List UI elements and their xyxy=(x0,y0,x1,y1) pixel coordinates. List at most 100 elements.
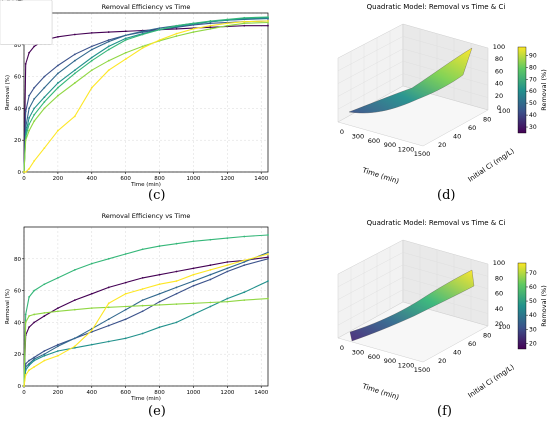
data-point xyxy=(56,354,59,357)
panel-label-e: (e) xyxy=(148,404,166,419)
z-tick-label: 80 xyxy=(495,55,503,63)
colorbar-tick-label: 80 xyxy=(529,64,537,71)
data-point xyxy=(141,45,144,48)
x-tick-label: 1500 xyxy=(414,150,431,158)
data-point xyxy=(226,237,229,240)
data-point xyxy=(43,86,46,89)
x-tick-label: 1200 xyxy=(220,390,234,396)
x-tick-label: 1500 xyxy=(414,366,431,374)
data-point xyxy=(192,313,195,316)
data-point xyxy=(107,39,110,41)
x-tick-label: 400 xyxy=(87,176,98,182)
data-point xyxy=(107,318,110,321)
data-point xyxy=(158,27,161,30)
data-point xyxy=(90,86,93,89)
data-point xyxy=(141,299,144,302)
data-point xyxy=(267,251,269,254)
data-point xyxy=(73,346,76,349)
data-point xyxy=(124,281,127,284)
data-point xyxy=(124,37,127,40)
data-point xyxy=(107,48,110,51)
chart-title: Quadratic Model: Removal vs Time & Ci xyxy=(367,3,506,11)
data-point xyxy=(226,18,229,21)
series-line-2 xyxy=(23,258,269,387)
data-point xyxy=(43,359,46,362)
legend-label: Ci = 15 mg/L xyxy=(0,0,24,1)
data-point xyxy=(209,238,212,241)
x-axis-label: Time (min) xyxy=(360,382,400,402)
data-point xyxy=(107,45,110,48)
data-point xyxy=(267,256,269,259)
x-tick-label: 1000 xyxy=(186,390,200,396)
data-point xyxy=(124,318,127,321)
data-point xyxy=(43,315,46,317)
legend-label: Ci = 100 mg/L xyxy=(0,0,26,1)
y-axis-label: Removal (%) xyxy=(5,289,11,324)
y-tick-label: 60 xyxy=(14,75,21,81)
y-tick-label: 40 xyxy=(453,133,461,141)
data-point xyxy=(73,337,76,340)
data-point xyxy=(107,40,110,43)
x-tick-label: 0 xyxy=(22,176,26,182)
data-point xyxy=(90,329,93,332)
data-point xyxy=(56,86,59,89)
data-point xyxy=(56,94,59,97)
data-point xyxy=(267,253,269,255)
x-tick-label: 600 xyxy=(368,353,380,361)
chart-title: Removal Efficiency vs Time xyxy=(102,3,191,11)
data-point xyxy=(141,30,144,33)
panel-label-c: (c) xyxy=(148,188,166,203)
data-point xyxy=(209,301,212,304)
grid-line xyxy=(402,48,489,73)
data-point xyxy=(141,276,144,279)
data-point xyxy=(23,385,25,387)
data-point xyxy=(28,369,30,371)
y-tick-label: 80 xyxy=(14,43,21,49)
x-tick-label: 1400 xyxy=(254,176,268,182)
data-point xyxy=(24,362,27,365)
data-point xyxy=(124,253,127,255)
series-line-1 xyxy=(23,25,268,173)
y-tick-label: 40 xyxy=(453,349,461,357)
data-point xyxy=(90,48,93,51)
series-line-7 xyxy=(23,253,269,387)
data-point xyxy=(24,171,27,173)
data-point xyxy=(124,34,127,37)
data-point xyxy=(267,21,269,24)
quadratic-surface xyxy=(348,47,473,114)
legend-title: Initial Ci (mg/L) xyxy=(0,0,14,1)
colorbar-label: Removal (%) xyxy=(540,69,548,110)
x-tick-label: 1200 xyxy=(220,176,234,182)
series-line-3 xyxy=(23,18,269,173)
grid-line xyxy=(337,36,404,71)
colorbar-tick-label: 30 xyxy=(529,124,537,131)
data-point xyxy=(73,33,76,36)
data-point xyxy=(175,32,178,35)
data-point xyxy=(243,261,246,263)
series-line-3 xyxy=(23,251,269,387)
colorbar-label: Removal (%) xyxy=(540,285,548,326)
series-line-5 xyxy=(23,234,269,387)
z-tick-label: 40 xyxy=(495,305,503,313)
plot-frame xyxy=(23,226,269,387)
colorbar-tick-label: 90 xyxy=(529,52,537,59)
data-point xyxy=(267,24,269,27)
data-point xyxy=(28,167,30,170)
colorbar-tick-label: 50 xyxy=(529,298,537,305)
data-point xyxy=(124,305,127,308)
y-tick-label: 60 xyxy=(468,340,476,348)
legend-label: Ci = 50 mg/L xyxy=(0,0,24,1)
data-point xyxy=(192,22,195,25)
data-point xyxy=(175,24,178,27)
data-point xyxy=(141,310,144,313)
x-tick-label: 300 xyxy=(352,132,364,140)
data-point xyxy=(28,359,30,362)
x-tick-label: 0 xyxy=(340,128,344,136)
data-point xyxy=(28,51,30,54)
data-point xyxy=(73,59,76,62)
data-point xyxy=(33,159,36,162)
colorbar-tick-label: 70 xyxy=(529,270,537,277)
data-point xyxy=(43,75,46,78)
floor-pane xyxy=(337,301,489,363)
